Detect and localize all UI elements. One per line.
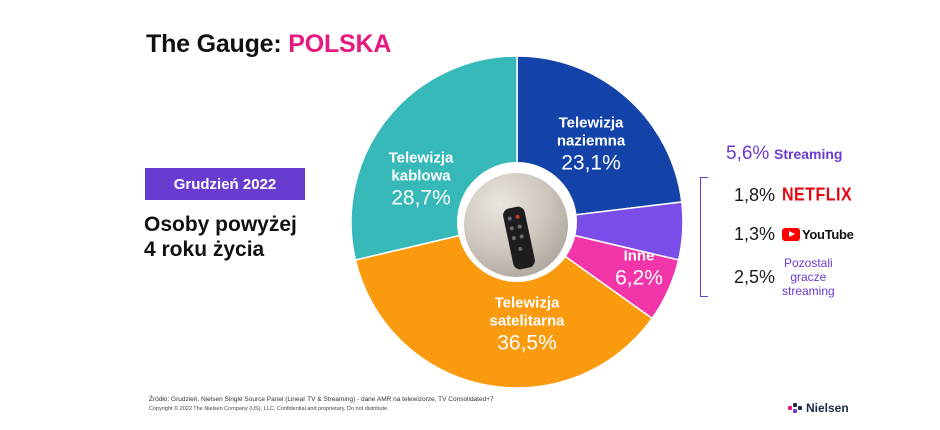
youtube-play-icon: [782, 228, 800, 241]
slice-value: 36,5%: [497, 331, 557, 355]
title-prefix: The Gauge:: [146, 30, 282, 58]
netflix-pct: 1,8%: [734, 185, 776, 205]
tv-remote-photo: [461, 170, 571, 280]
copyright-note: Copyright © 2022 The Nielsen Company (US…: [149, 406, 389, 412]
pie-slice-3: [354, 221, 654, 389]
slice-label-terrestrial: Telewizja naziemna 23,1%: [557, 115, 625, 176]
other-streaming-row: 2,5% Pozostali gracze streaming: [734, 256, 835, 298]
streaming-bracket: [700, 177, 708, 297]
date-badge: Grudzień 2022: [145, 168, 305, 200]
subtitle-line2: 4 roku życia: [144, 238, 265, 261]
streaming-total-label: Streaming: [774, 146, 843, 162]
page-title: The Gauge: POLSKA: [146, 30, 391, 59]
audience-subtitle: Osoby powyżej 4 roku życia: [144, 212, 297, 262]
youtube-pct: 1,3%: [734, 224, 776, 244]
slice-name-line1: Telewizja: [494, 294, 560, 312]
source-note: Źródło: Grudzień, Nielsen Single Source …: [149, 396, 494, 403]
youtube-logo-icon: YouTube: [782, 227, 854, 242]
streaming-total-row: 5,6% Streaming: [726, 143, 842, 165]
slice-name-line2: naziemna: [556, 132, 626, 150]
title-accent: POLSKA: [288, 30, 392, 58]
youtube-row: 1,3% YouTube: [734, 224, 854, 245]
slice-value: 6,2%: [615, 266, 663, 290]
nielsen-logo-icon: [788, 403, 802, 413]
other-streaming-label: Pozostali gracze streaming: [782, 256, 835, 298]
streaming-total-pct: 5,6%: [726, 143, 770, 164]
slice-value: 23,1%: [561, 151, 621, 175]
netflix-row: 1,8% NETFLIX: [734, 185, 852, 206]
slice-name-line2: satelitarna: [489, 312, 565, 330]
slice-label-cable: Telewizja kablowa 28,7%: [389, 150, 454, 211]
subtitle-line1: Osoby powyżej: [144, 213, 297, 236]
slice-label-other: Inne 6,2%: [615, 248, 663, 291]
nielsen-logo: Nielsen: [788, 401, 849, 415]
slice-label-satellite: Telewizja satelitarna 36,5%: [489, 295, 564, 356]
youtube-wordmark: YouTube: [802, 227, 854, 242]
netflix-logo-icon: NETFLIX: [782, 185, 853, 205]
slice-name-line1: Inne: [623, 247, 655, 265]
slice-name-line1: Telewizja: [388, 149, 454, 167]
slice-value: 28,7%: [391, 186, 451, 210]
slice-name-line1: Telewizja: [558, 114, 624, 132]
brand-name: Nielsen: [806, 401, 849, 415]
other-streaming-pct: 2,5%: [734, 266, 776, 287]
slice-name-line2: kablowa: [391, 167, 451, 185]
remote-icon: [501, 205, 537, 271]
